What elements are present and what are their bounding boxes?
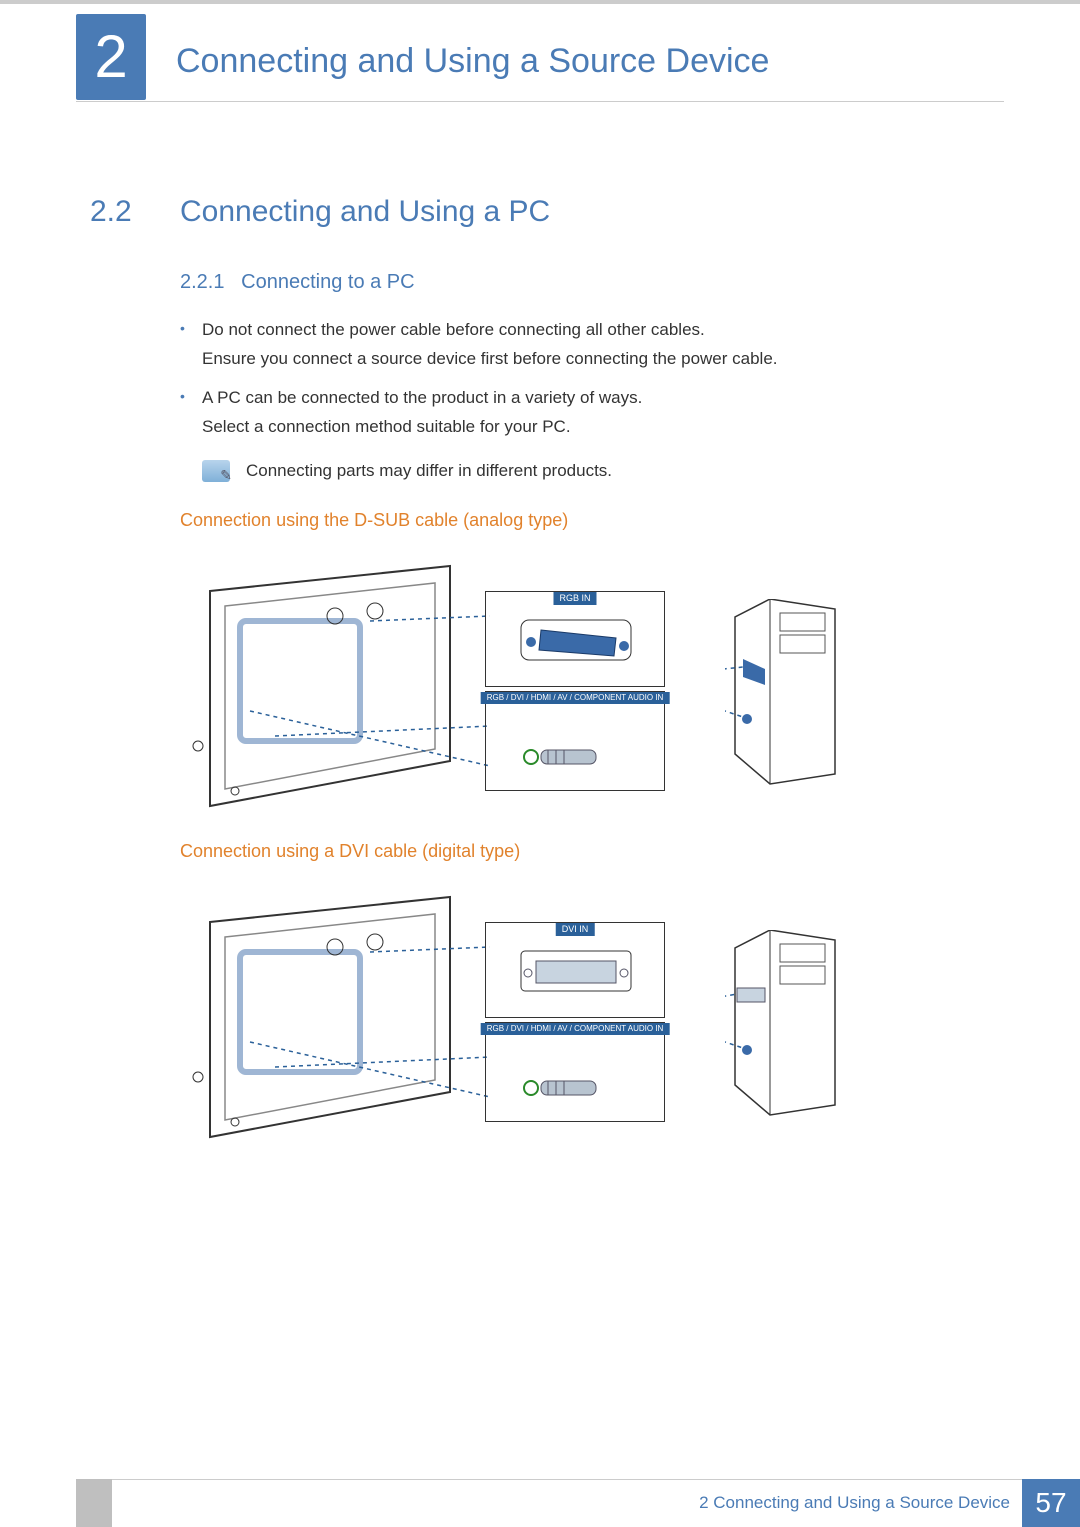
port-label: RGB / DVI / HDMI / AV / COMPONENT AUDIO … [481, 692, 670, 705]
subsection-title: Connecting to a PC [241, 271, 414, 293]
subsection-number: 2.2.1 [180, 271, 224, 293]
pc-icon [725, 599, 840, 787]
chapter-number-box: 2 [76, 14, 146, 100]
chapter-title: Connecting and Using a Source Device [176, 42, 769, 81]
connection-title: Connection using a DVI cable (digital ty… [180, 841, 990, 862]
subsection: 2.2.1 Connecting to a PC Do not connect … [180, 271, 990, 1142]
chapter-number: 2 [94, 22, 127, 91]
port-label: DVI IN [556, 923, 595, 937]
section-header: 2.2 Connecting and Using a PC [90, 195, 990, 229]
note-icon [202, 460, 230, 482]
page-content: 2.2 Connecting and Using a PC 2.2.1 Conn… [90, 195, 990, 1172]
page-footer: 2 Connecting and Using a Source Device 5… [0, 1479, 1080, 1527]
dvi-port-icon [486, 923, 666, 1019]
port-detail-box: DVI IN [485, 922, 665, 1018]
audio-jack-icon [486, 1023, 666, 1123]
pc-icon [725, 930, 840, 1118]
connection-title: Connection using the D-SUB cable (analog… [180, 510, 990, 531]
footer-chapter-ref: 2 Connecting and Using a Source Device [699, 1493, 1010, 1513]
list-item: Do not connect the power cable before co… [180, 316, 990, 374]
connection-diagram-dsub: RGB IN RGB / DVI / HDMI / AV / COMPONENT… [180, 561, 840, 811]
connection-diagram-dvi: DVI IN RGB / DVI / HDMI / AV / COMPONENT… [180, 892, 840, 1142]
bullet-text: A PC can be connected to the product in … [202, 388, 642, 407]
bullet-text: Select a connection method suitable for … [202, 417, 571, 436]
bullet-text: Do not connect the power cable before co… [202, 320, 705, 339]
list-item: A PC can be connected to the product in … [180, 384, 990, 442]
section-title: Connecting and Using a PC [180, 195, 550, 229]
port-detail-box: RGB IN [485, 591, 665, 687]
port-detail-box: RGB / DVI / HDMI / AV / COMPONENT AUDIO … [485, 1022, 665, 1122]
audio-jack-icon [486, 692, 666, 792]
bullet-text: Ensure you connect a source device first… [202, 349, 778, 368]
port-detail-box: RGB / DVI / HDMI / AV / COMPONENT AUDIO … [485, 691, 665, 791]
note-text: Connecting parts may differ in different… [246, 461, 612, 481]
section-number: 2.2 [90, 195, 180, 229]
dsub-port-icon [486, 592, 666, 688]
note-row: Connecting parts may differ in different… [202, 460, 990, 482]
footer-accent-bar [76, 1479, 112, 1527]
display-rear-icon [180, 892, 520, 1142]
subsection-header: 2.2.1 Connecting to a PC [180, 271, 990, 294]
port-label: RGB / DVI / HDMI / AV / COMPONENT AUDIO … [481, 1023, 670, 1036]
display-rear-icon [180, 561, 520, 811]
page-number: 57 [1022, 1479, 1080, 1527]
port-label: RGB IN [553, 592, 596, 606]
chapter-header: 2 Connecting and Using a Source Device [76, 22, 1004, 102]
bullet-list: Do not connect the power cable before co… [180, 316, 990, 442]
